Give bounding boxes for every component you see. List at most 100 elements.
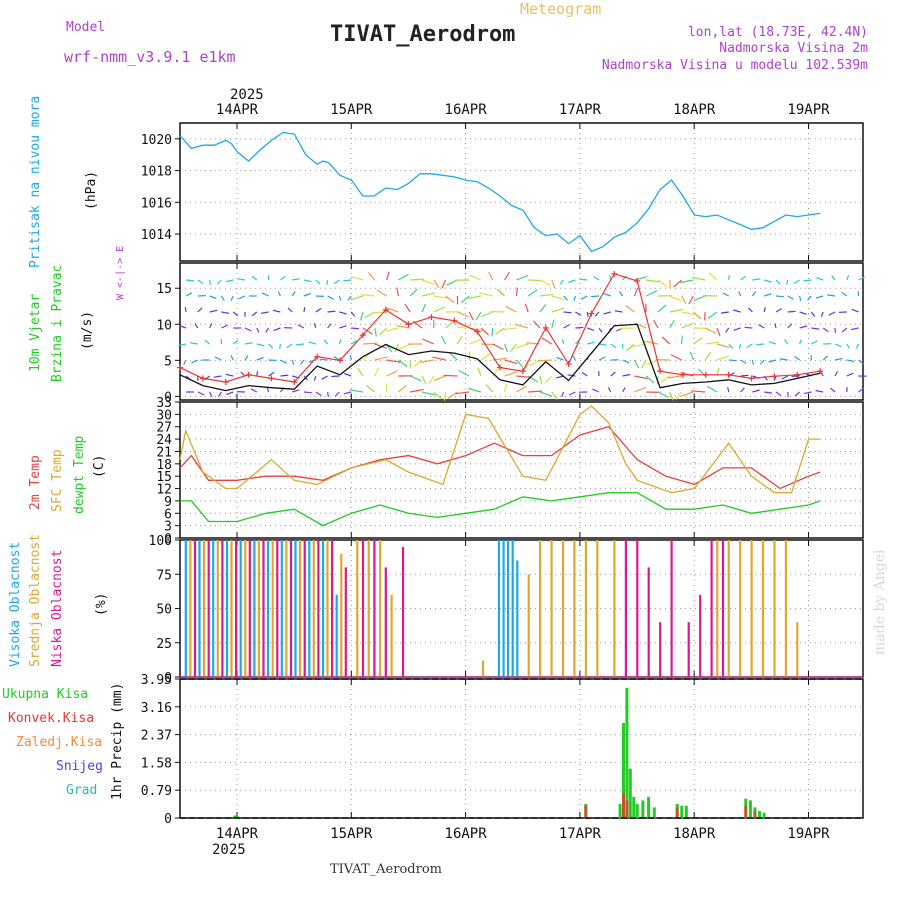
conv-precip-bar bbox=[622, 793, 625, 818]
high-cloud-bar bbox=[253, 540, 256, 677]
wind-barb bbox=[532, 320, 541, 329]
wind-barb bbox=[703, 311, 706, 321]
wind-barb bbox=[681, 311, 695, 316]
y-tick-label: 0 bbox=[164, 812, 172, 827]
wind-barb bbox=[689, 351, 694, 361]
high-cloud-bar bbox=[212, 540, 215, 677]
wind-barb bbox=[657, 279, 668, 287]
y-tick-label: 6 bbox=[164, 507, 172, 522]
wind-barb bbox=[716, 343, 730, 348]
day-label-bottom: 14APR bbox=[216, 826, 259, 842]
wind-barb bbox=[610, 343, 617, 349]
wind-barb bbox=[396, 325, 411, 329]
wind-barb bbox=[376, 289, 387, 297]
wind-barb bbox=[479, 292, 493, 297]
wind-barb bbox=[256, 371, 259, 377]
day-label-top: 17APR bbox=[559, 102, 602, 118]
wind-barb bbox=[331, 375, 340, 378]
mid-cloud-bar bbox=[285, 540, 288, 677]
year-label-bottom: 2025 bbox=[212, 842, 246, 858]
gust-marker bbox=[405, 321, 412, 328]
mid-cloud-bar bbox=[230, 540, 233, 677]
high-cloud-bar bbox=[502, 540, 505, 677]
wind-barb bbox=[681, 335, 683, 345]
year-label-top: 2025 bbox=[230, 87, 264, 103]
total-precip-bar bbox=[762, 812, 766, 818]
wind-barb bbox=[197, 307, 203, 313]
wind-barb bbox=[587, 327, 595, 331]
low-cloud-bar bbox=[373, 540, 376, 677]
wind-barb bbox=[333, 279, 340, 285]
wind-barb bbox=[449, 352, 458, 361]
wind-barb bbox=[592, 388, 600, 393]
wind-barb bbox=[515, 359, 524, 368]
wind-barb bbox=[280, 275, 286, 281]
wind-barb bbox=[209, 391, 213, 397]
wind-barb bbox=[374, 327, 377, 337]
wind-barb bbox=[194, 323, 199, 329]
wind-barb bbox=[799, 295, 802, 301]
day-label-top: 18APR bbox=[673, 102, 716, 118]
low-cloud-bar bbox=[721, 540, 725, 677]
wind-barb bbox=[204, 339, 210, 345]
wind-barb bbox=[622, 275, 628, 281]
mid-cloud-bar bbox=[340, 553, 343, 677]
wind-barb bbox=[661, 336, 671, 345]
wind-barb bbox=[333, 355, 340, 361]
wind-barb bbox=[571, 355, 576, 361]
mid-cloud-bar bbox=[216, 540, 219, 677]
wind-barb bbox=[458, 369, 470, 377]
wind-barb bbox=[733, 309, 741, 313]
legend-convective-rain: Konvek.Kisa bbox=[8, 711, 95, 726]
wind-barb bbox=[670, 354, 682, 361]
wind-barb bbox=[556, 375, 564, 379]
wind-barb bbox=[708, 272, 718, 281]
wind-barb bbox=[315, 307, 322, 313]
wind-barb bbox=[634, 276, 648, 281]
wind-barb bbox=[280, 359, 287, 364]
wind-barb bbox=[679, 279, 694, 284]
wind-barb bbox=[707, 311, 718, 319]
wind-barb bbox=[338, 295, 342, 301]
wind-barb bbox=[716, 355, 730, 361]
wind-barb bbox=[291, 291, 296, 297]
wind-barb bbox=[740, 359, 747, 364]
wind-barb bbox=[445, 295, 455, 304]
wind-barb bbox=[551, 307, 565, 313]
y-tick-label: 1020 bbox=[141, 133, 172, 148]
low-cloud-bar bbox=[207, 540, 210, 677]
wind-barb bbox=[455, 391, 470, 395]
low-cloud-bar bbox=[303, 540, 306, 677]
wind-barb bbox=[728, 343, 734, 349]
wind-barb bbox=[216, 279, 222, 285]
wind-barb bbox=[820, 311, 824, 317]
y-tick-label: 5 bbox=[164, 354, 172, 369]
wind-barb bbox=[786, 279, 789, 285]
wind-barb bbox=[326, 279, 329, 285]
low-cloud-bar bbox=[361, 540, 365, 677]
mid-cloud-bar bbox=[784, 540, 787, 677]
wind-barb bbox=[841, 291, 848, 297]
model-altitude-label: Nadmorska Visina u modelu 102.539m bbox=[601, 58, 868, 73]
panel-frame bbox=[179, 401, 864, 539]
wind-barb bbox=[457, 311, 469, 318]
y-tick-label: 3 bbox=[164, 520, 172, 535]
wind-barb bbox=[480, 353, 491, 361]
wind-barb bbox=[646, 359, 659, 366]
high-cloud-bar bbox=[239, 540, 242, 677]
wind-barb bbox=[645, 303, 647, 313]
wind-barb bbox=[313, 323, 317, 329]
wind-barb bbox=[287, 307, 293, 313]
wind-barb bbox=[751, 359, 755, 365]
wind-barb bbox=[367, 272, 376, 281]
wind-barb bbox=[409, 375, 422, 382]
wind-barb bbox=[488, 271, 494, 281]
wind-barb bbox=[303, 391, 312, 394]
wind-barb bbox=[603, 311, 611, 315]
high-cloud-bar bbox=[184, 540, 187, 677]
low-cloud-bar bbox=[289, 540, 293, 677]
gust-marker bbox=[748, 375, 755, 382]
wind-barb bbox=[185, 279, 194, 282]
wind-barb bbox=[468, 338, 482, 345]
low-cloud-bar bbox=[670, 540, 673, 677]
